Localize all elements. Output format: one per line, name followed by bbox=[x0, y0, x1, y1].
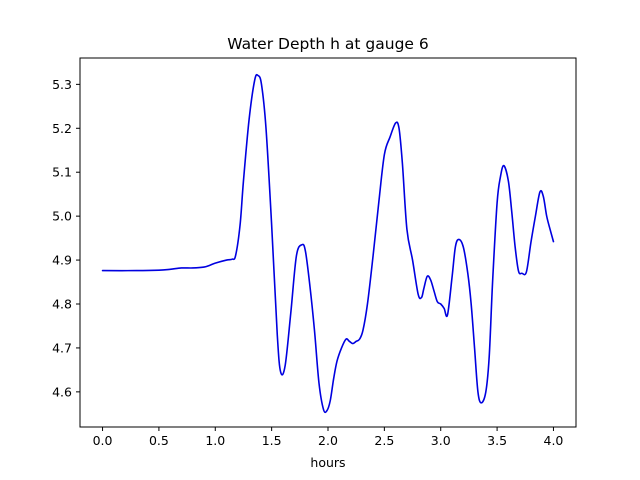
y-tick-label: 4.9 bbox=[52, 253, 72, 268]
y-tick-label: 5.2 bbox=[52, 121, 72, 136]
x-tick-label: 1.0 bbox=[205, 433, 225, 448]
y-tick-label: 5.3 bbox=[52, 77, 72, 92]
x-tick-label: 2.0 bbox=[318, 433, 338, 448]
x-tick-label: 0.0 bbox=[93, 433, 113, 448]
plot-area bbox=[79, 57, 577, 428]
x-axis-label: hours bbox=[310, 455, 345, 470]
y-tick-label: 5.1 bbox=[52, 165, 72, 180]
x-tick-label: 2.5 bbox=[374, 433, 394, 448]
x-tick-label: 4.0 bbox=[544, 433, 564, 448]
y-axis: 4.6 4.7 4.8 4.9 5.0 5.1 5.2 5.3 bbox=[52, 77, 80, 399]
water-depth-line bbox=[101, 73, 555, 414]
x-tick-label: 3.5 bbox=[487, 433, 507, 448]
y-tick-label: 4.7 bbox=[52, 340, 72, 355]
y-tick-label: 4.6 bbox=[52, 384, 72, 399]
y-tick-label: 5.0 bbox=[52, 209, 72, 224]
chart-title: Water Depth h at gauge 6 bbox=[227, 35, 428, 53]
x-axis: 0.0 0.5 1.0 1.5 2.0 2.5 3.0 3.5 4.0 bbox=[93, 427, 564, 448]
y-tick-label: 4.8 bbox=[52, 297, 72, 312]
x-tick-label: 0.5 bbox=[149, 433, 169, 448]
x-tick-label: 3.0 bbox=[431, 433, 451, 448]
x-tick-label: 1.5 bbox=[262, 433, 282, 448]
plot-frame bbox=[79, 57, 577, 428]
